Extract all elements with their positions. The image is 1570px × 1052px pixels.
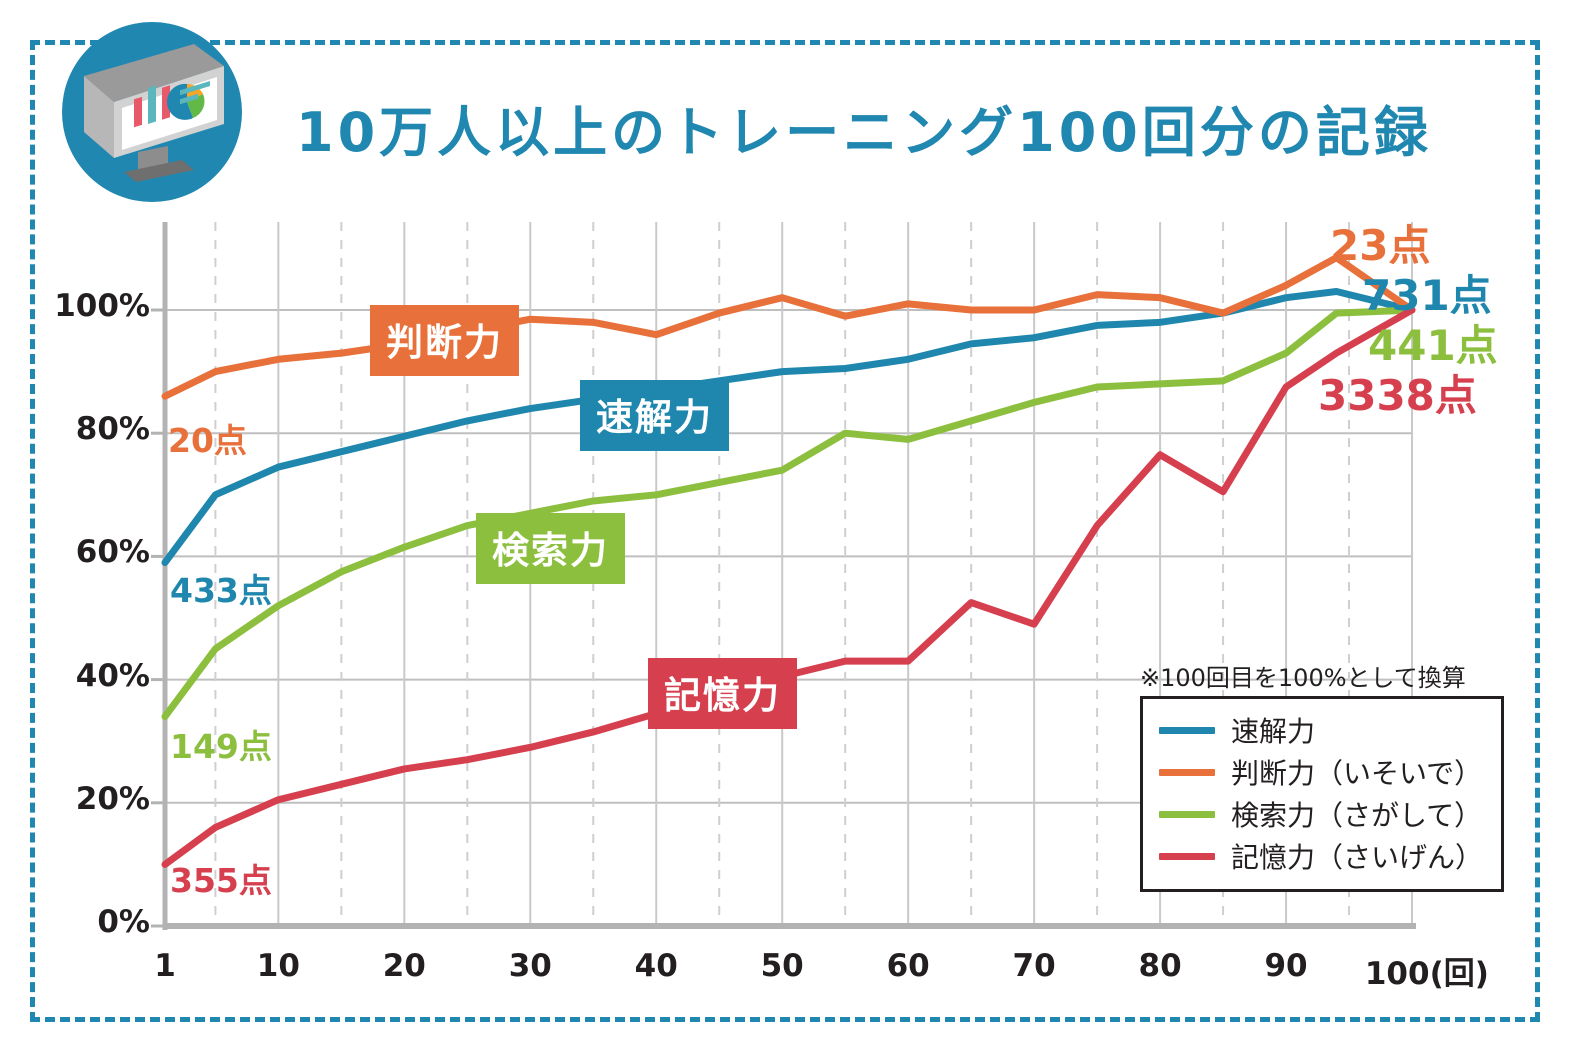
series-callout-速解力: 速解力 [580,380,729,451]
legend-item-label: 記憶力（さいげん） [1231,841,1484,874]
series-line-速解力 [161,288,1416,567]
series-line-判断力（いそいで） [161,254,1416,400]
x-axis-tick-label: 30 [508,948,552,984]
logo [62,22,242,202]
legend-item-label: 検索力（さがして） [1231,799,1483,832]
y-axis-tick-label: 60% [75,534,150,571]
y-axis-tick-label: 20% [75,780,150,817]
start-value-label: 433点 [170,571,272,610]
legend-swatch [1159,852,1215,860]
chart: 0% 20% 40% 60% 80% 100% 1 10 20 30 40 50 60 70 80 90 10… [0,200,1570,1020]
legend-item[interactable]: 判断力（いそいで） [1159,751,1483,793]
x-axis-tick-label: 50 [760,948,804,984]
monitor-chart-icon [84,44,224,182]
legend: 速解力判断力（いそいで） 検索力（さがして） 記憶力（さいげん） [1140,696,1505,892]
start-value-label: 355点 [170,861,272,900]
legend-item[interactable]: 検索力（さがして） [1159,793,1483,835]
start-value-label: 20点 [168,421,247,460]
legend-item[interactable]: 記憶力（さいげん） [1159,835,1483,877]
y-axis-tick-label: 40% [75,657,150,694]
x-axis-tick-label: 20 [382,948,426,984]
legend-item[interactable]: 速解力 [1159,709,1483,751]
legend-note: ※100回目を100%として換算 [1140,664,1466,692]
series-line-検索力（さがして） [161,306,1416,721]
start-value-label: 149点 [170,727,272,766]
legend-item-label: 速解力 [1231,715,1316,748]
x-axis-tick-label: 60 [886,948,930,984]
x-axis-tick-label: 1 [154,948,176,984]
header: 10万人以上のトレーニング100回分の記録 [0,0,1570,210]
legend-swatch [1159,726,1215,734]
series-callout-検索力: 検索力 [476,513,625,584]
x-axis-tick-label: 70 [1012,948,1056,984]
end-value-label: 731点 [1362,271,1492,320]
legend-swatch [1159,768,1215,776]
x-axis-tick-label: 10 [256,948,300,984]
legend-item-label: 判断力（いそいで） [1231,757,1483,790]
legend-swatch [1159,810,1215,818]
x-axis-tick-label: 100(回) [1364,956,1489,992]
y-axis-tick-label: 0% [97,904,150,940]
end-value-label: 23点 [1330,221,1431,270]
end-value-label: 3338点 [1318,371,1477,420]
series-callout-記憶力: 記憶力 [648,658,797,729]
x-axis-tick-label: 90 [1264,948,1308,984]
y-axis-tick-label: 100% [54,288,150,324]
x-axis-tick-label: 80 [1138,948,1182,984]
page-title: 10万人以上のトレーニング100回分の記録 [296,101,1432,164]
y-axis-tick-label: 80% [75,411,150,448]
end-value-label: 441点 [1368,321,1498,370]
series-callout-判断力: 判断力 [370,305,519,376]
x-axis-tick-label: 40 [634,948,678,984]
y-axis-tick-labels: 0% 20% 40% 60% 80% 100% [40,200,150,1020]
